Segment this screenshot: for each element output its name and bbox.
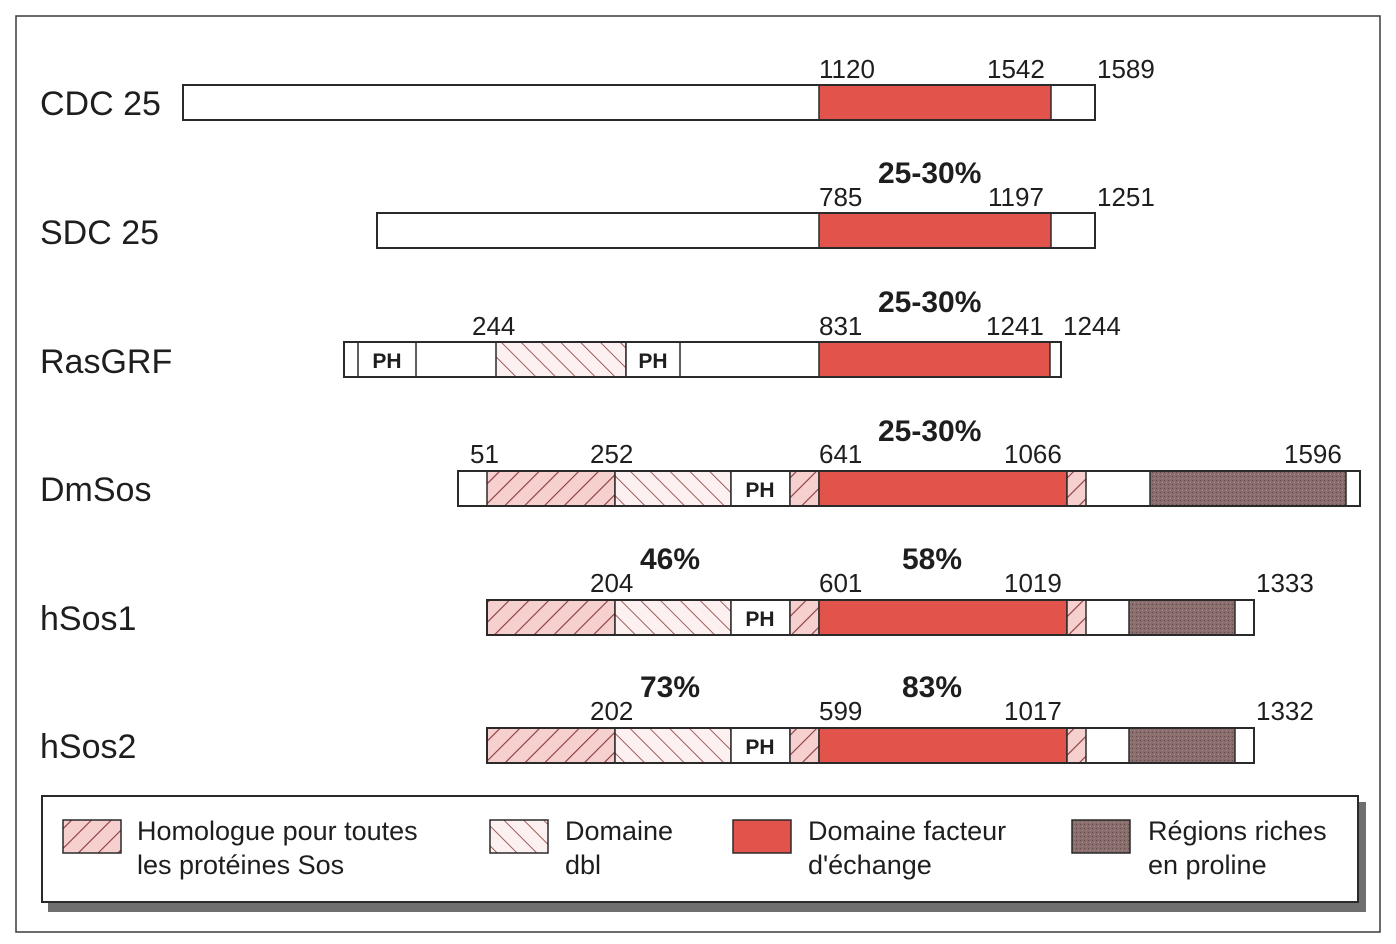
bar-border xyxy=(182,84,1096,121)
bar-border xyxy=(457,470,1361,507)
sos-homology-domain xyxy=(1066,470,1087,507)
ph-label: PH xyxy=(638,350,667,373)
bar-border xyxy=(486,599,1255,636)
position-label: 1066 xyxy=(1004,439,1062,469)
ph-label: PH xyxy=(372,350,401,373)
protein-row-rasgrf: RasGRF PH PH 25-30% 244 831 1241 1244 xyxy=(40,286,1121,381)
proline-rich-region xyxy=(1128,599,1236,636)
bar-border xyxy=(486,727,1255,764)
legend-label: en proline xyxy=(1148,850,1267,880)
legend-label: Domaine facteur xyxy=(808,816,1006,846)
exchange-domain xyxy=(818,84,1052,121)
ph-label: PH xyxy=(745,479,774,502)
position-label: 1017 xyxy=(1004,696,1062,726)
exchange-domain xyxy=(818,470,1068,507)
position-label: 1589 xyxy=(1097,54,1155,84)
legend-swatch-dbl xyxy=(489,819,549,854)
position-label: 831 xyxy=(819,311,862,341)
protein-row-hsos1: hSos1 PH 46% 58% 204 601 1019 1333 xyxy=(40,543,1314,638)
legend-label: dbl xyxy=(565,850,601,880)
position-label: 1120 xyxy=(819,54,875,84)
position-label: 1332 xyxy=(1256,696,1314,726)
position-label: 1251 xyxy=(1097,182,1155,212)
protein-row-hsos2: hSos2 PH 73% 83% 202 599 1017 1332 xyxy=(40,671,1314,766)
identity-percent: 58% xyxy=(902,543,962,576)
protein-name: CDC 25 xyxy=(40,85,161,123)
identity-percent: 25-30% xyxy=(878,157,981,190)
position-label: 202 xyxy=(590,696,633,726)
legend-label: d'échange xyxy=(808,850,932,880)
position-label: 51 xyxy=(470,439,499,469)
identity-percent: 25-30% xyxy=(878,286,981,319)
legend-swatch-sos-homology xyxy=(62,819,122,854)
position-label: 252 xyxy=(590,439,633,469)
legend-swatch-exchange xyxy=(732,819,792,854)
exchange-domain xyxy=(818,599,1068,636)
legend: Homologue pour toutes les protéines Sos … xyxy=(41,795,1366,912)
protein-name: hSos1 xyxy=(40,600,136,638)
dbl-domain xyxy=(614,470,732,507)
ph-domain xyxy=(730,727,791,764)
legend-label: Régions riches xyxy=(1148,816,1327,846)
protein-row-dmsos: DmSos PH 25-30% 51 252 641 1066 1596 xyxy=(40,415,1361,509)
protein-name: RasGRF xyxy=(40,343,172,381)
bar-border xyxy=(376,212,1096,249)
sos-homology-domain xyxy=(789,599,820,636)
position-label: 599 xyxy=(819,696,862,726)
dbl-domain xyxy=(614,727,732,764)
sos-homology-domain xyxy=(1066,599,1087,636)
dbl-domain xyxy=(614,599,732,636)
identity-percent: 46% xyxy=(640,543,700,576)
legend-label: Homologue pour toutes xyxy=(137,816,418,846)
position-label: 204 xyxy=(590,568,633,598)
sos-homology-domain xyxy=(789,470,820,507)
legend-swatch-proline xyxy=(1071,819,1131,854)
position-label: 1019 xyxy=(1004,568,1062,598)
position-label: 1333 xyxy=(1256,568,1314,598)
protein-row-sdc25: SDC 25 25-30% 785 1197 1251 xyxy=(40,157,1155,252)
protein-name: hSos2 xyxy=(40,728,136,766)
identity-percent: 25-30% xyxy=(878,415,981,448)
dbl-domain xyxy=(495,341,627,378)
legend-label: les protéines Sos xyxy=(137,850,344,880)
exchange-domain xyxy=(818,341,1051,378)
position-label: 244 xyxy=(472,311,515,341)
sos-homology-domain xyxy=(486,599,616,636)
sos-homology-domain xyxy=(486,727,616,764)
position-label: 1197 xyxy=(988,182,1044,212)
position-label: 641 xyxy=(819,439,862,469)
ph-domain xyxy=(357,341,417,378)
exchange-domain xyxy=(818,212,1052,249)
sos-homology-domain xyxy=(1066,727,1087,764)
position-label: 785 xyxy=(819,182,862,212)
bar-border xyxy=(343,341,1062,378)
ph-label: PH xyxy=(745,608,774,631)
sos-homology-domain xyxy=(486,470,616,507)
ph-label: PH xyxy=(745,736,774,759)
position-label: 1542 xyxy=(987,54,1045,84)
sos-homology-domain xyxy=(789,727,820,764)
identity-percent: 73% xyxy=(640,671,700,704)
identity-percent: 83% xyxy=(902,671,962,704)
position-label: 601 xyxy=(819,568,862,598)
ph-domain xyxy=(625,341,681,378)
position-label: 1244 xyxy=(1063,311,1121,341)
proline-rich-region xyxy=(1149,470,1347,507)
legend-label: Domaine xyxy=(565,816,673,846)
protein-name: DmSos xyxy=(40,471,151,509)
legend-box xyxy=(41,795,1359,903)
protein-name: SDC 25 xyxy=(40,214,159,252)
proline-rich-region xyxy=(1128,727,1236,764)
exchange-domain xyxy=(818,727,1068,764)
position-label: 1596 xyxy=(1284,439,1342,469)
position-label: 1241 xyxy=(986,311,1044,341)
protein-row-cdc25: CDC 25 1120 1542 1589 xyxy=(40,54,1155,123)
